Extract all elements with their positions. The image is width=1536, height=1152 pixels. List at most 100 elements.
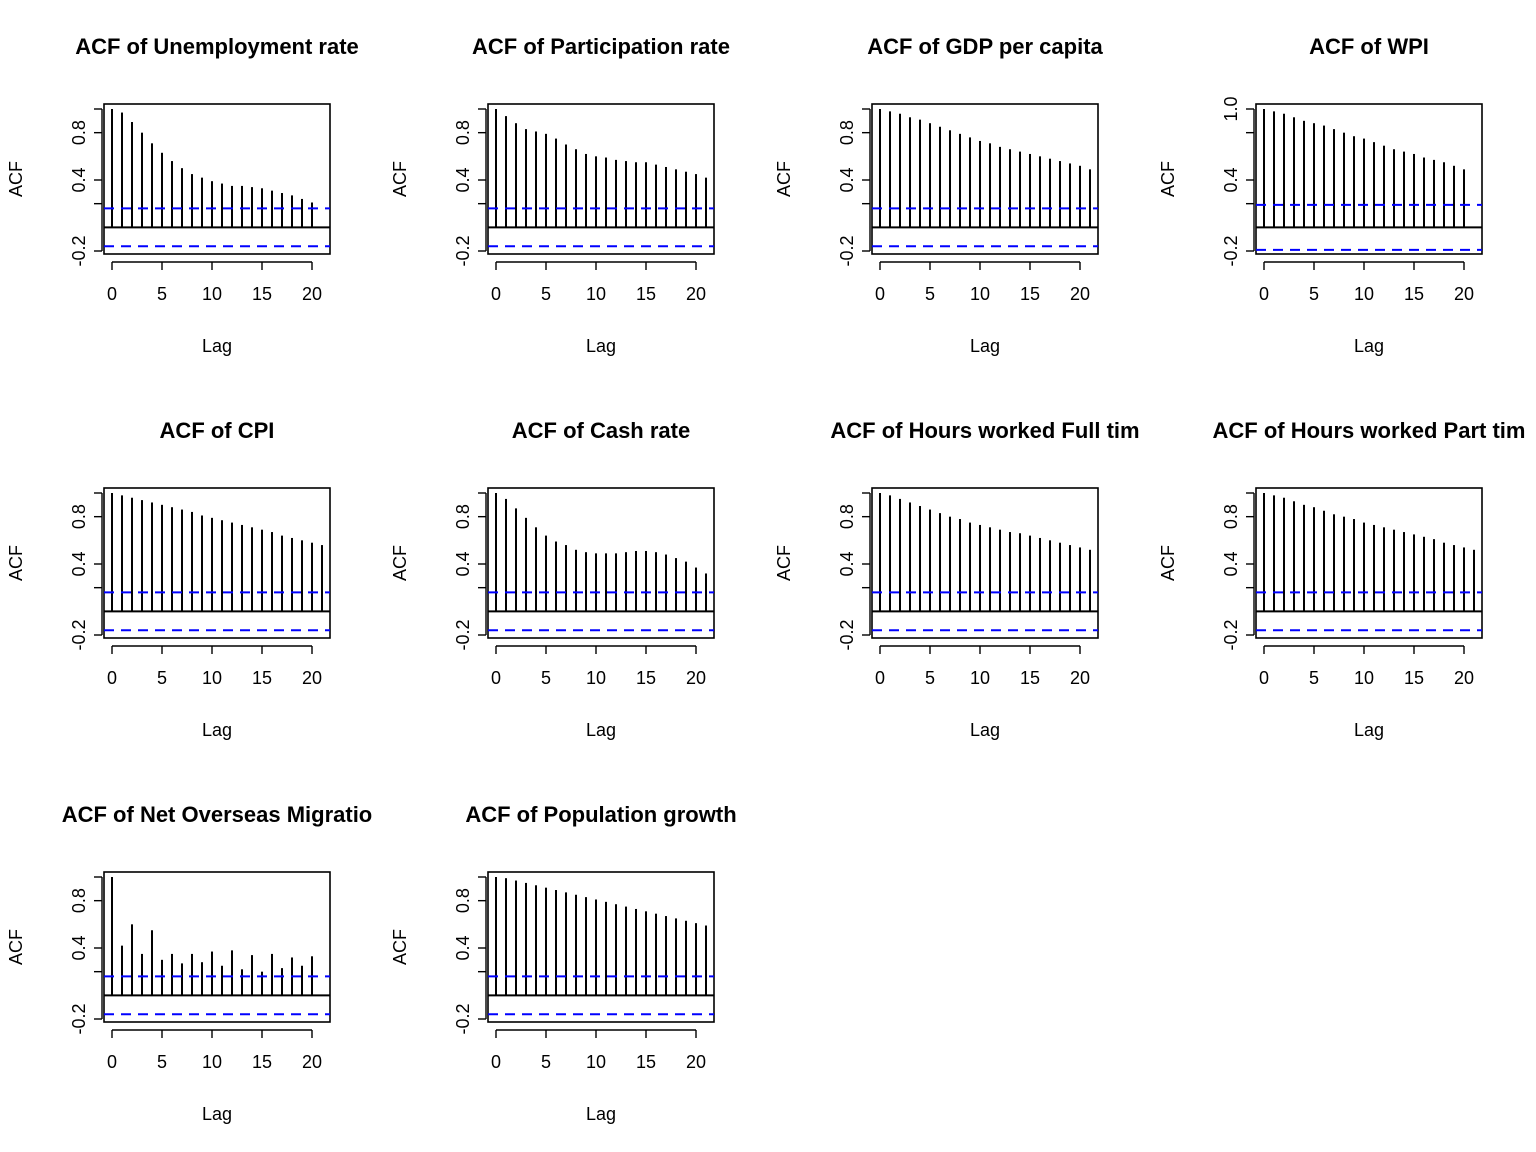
plot-frame xyxy=(103,871,331,1023)
x-axis-label: Lag xyxy=(1354,336,1384,356)
x-tick-label: 15 xyxy=(1404,668,1424,688)
x-tick-label: 0 xyxy=(107,668,117,688)
x-tick-label: 15 xyxy=(1020,668,1040,688)
y-tick-label: -0.2 xyxy=(453,235,473,266)
chart-title: ACF of Hours worked Part tim xyxy=(1213,418,1526,443)
x-tick-label: 20 xyxy=(302,284,322,304)
acf-panel: ACF of Participation rate -0.2 0.4 0.8 0 5 10 1… xyxy=(390,34,730,356)
plot-frame xyxy=(487,487,715,639)
x-tick-label: 20 xyxy=(302,1052,322,1072)
acf-panel: ACF of Hours worked Part tim -0.2 0.4 0.8 0 5… xyxy=(1158,418,1525,740)
x-axis-label: Lag xyxy=(586,720,616,740)
y-tick-label: 0.8 xyxy=(69,504,89,529)
y-axis-label: ACF xyxy=(774,545,794,581)
y-tick-label: -0.2 xyxy=(1221,619,1241,650)
x-tick-label: 0 xyxy=(875,668,885,688)
y-tick-label: 0.8 xyxy=(69,120,89,145)
x-tick-label: 10 xyxy=(586,1052,606,1072)
y-axis-label: ACF xyxy=(774,161,794,197)
plot-frame xyxy=(871,103,1099,255)
y-tick-label: 0.4 xyxy=(69,167,89,192)
x-axis-label: Lag xyxy=(970,336,1000,356)
y-tick-label: -0.2 xyxy=(1221,235,1241,266)
acf-panel: ACF of Hours worked Full tim -0.2 0.4 0.8 0 5… xyxy=(774,418,1140,740)
x-tick-label: 10 xyxy=(970,668,990,688)
x-tick-label: 10 xyxy=(586,668,606,688)
y-axis-label: ACF xyxy=(6,929,26,965)
x-tick-label: 5 xyxy=(541,284,551,304)
x-tick-label: 20 xyxy=(1070,668,1090,688)
acf-panel: ACF of Unemployment rate -0.2 0.4 0.8 0 5 10 15… xyxy=(6,34,359,356)
y-tick-label: -0.2 xyxy=(837,235,857,266)
chart-title: ACF of Hours worked Full tim xyxy=(830,418,1139,443)
x-tick-label: 5 xyxy=(541,1052,551,1072)
x-tick-label: 15 xyxy=(252,1052,272,1072)
x-tick-label: 5 xyxy=(925,284,935,304)
y-tick-label: 0.4 xyxy=(453,167,473,192)
x-tick-label: 20 xyxy=(1070,284,1090,304)
acf-panel: ACF of Population growth -0.2 0.4 0.8 0 5 10 15… xyxy=(390,802,737,1124)
x-axis-label: Lag xyxy=(970,720,1000,740)
y-tick-label: 0.4 xyxy=(453,935,473,960)
x-tick-label: 15 xyxy=(636,668,656,688)
chart-title: ACF of Cash rate xyxy=(512,418,690,443)
y-axis-label: ACF xyxy=(390,161,410,197)
x-tick-label: 20 xyxy=(686,284,706,304)
x-tick-label: 10 xyxy=(970,284,990,304)
x-tick-label: 20 xyxy=(686,1052,706,1072)
x-axis-label: Lag xyxy=(202,720,232,740)
x-tick-label: 0 xyxy=(491,284,501,304)
x-tick-label: 0 xyxy=(107,284,117,304)
y-tick-label: 0.4 xyxy=(1221,551,1241,576)
x-axis-label: Lag xyxy=(586,336,616,356)
x-tick-label: 0 xyxy=(1259,668,1269,688)
x-tick-label: 0 xyxy=(1259,284,1269,304)
x-tick-label: 15 xyxy=(252,284,272,304)
x-tick-label: 10 xyxy=(202,284,222,304)
x-tick-label: 10 xyxy=(1354,284,1374,304)
y-tick-label: 0.8 xyxy=(837,120,857,145)
x-tick-label: 10 xyxy=(1354,668,1374,688)
y-tick-label: -0.2 xyxy=(69,1003,89,1034)
y-tick-label: -0.2 xyxy=(837,619,857,650)
y-tick-label: 0.4 xyxy=(837,551,857,576)
x-tick-label: 5 xyxy=(157,284,167,304)
x-tick-label: 0 xyxy=(875,284,885,304)
plot-frame xyxy=(487,871,715,1023)
chart-title: ACF of Participation rate xyxy=(472,34,730,59)
x-tick-label: 5 xyxy=(541,668,551,688)
y-tick-label: 0.8 xyxy=(837,504,857,529)
y-tick-label: -0.2 xyxy=(453,1003,473,1034)
x-tick-label: 5 xyxy=(157,1052,167,1072)
y-tick-label: 0.4 xyxy=(69,935,89,960)
x-axis-label: Lag xyxy=(202,336,232,356)
x-tick-label: 15 xyxy=(636,284,656,304)
plot-frame xyxy=(1255,487,1483,639)
x-tick-label: 0 xyxy=(491,668,501,688)
y-axis-label: ACF xyxy=(1158,161,1178,197)
y-tick-label: -0.2 xyxy=(453,619,473,650)
y-tick-label: 0.4 xyxy=(69,551,89,576)
plot-frame xyxy=(871,487,1099,639)
x-tick-label: 20 xyxy=(302,668,322,688)
x-tick-label: 15 xyxy=(252,668,272,688)
y-tick-label: 0.8 xyxy=(1221,504,1241,529)
y-axis-label: ACF xyxy=(390,545,410,581)
y-tick-label: 0.4 xyxy=(837,167,857,192)
x-tick-label: 5 xyxy=(157,668,167,688)
x-tick-label: 5 xyxy=(1309,284,1319,304)
plot-frame xyxy=(487,103,715,255)
y-tick-label: 1.0 xyxy=(1221,96,1241,121)
y-tick-label: 0.8 xyxy=(453,504,473,529)
x-axis-label: Lag xyxy=(202,1104,232,1124)
chart-title: ACF of GDP per capita xyxy=(867,34,1103,59)
chart-title: ACF of Unemployment rate xyxy=(75,34,359,59)
y-tick-label: -0.2 xyxy=(69,619,89,650)
chart-title: ACF of Population growth xyxy=(465,802,736,827)
plot-frame xyxy=(103,103,331,255)
x-tick-label: 20 xyxy=(1454,284,1474,304)
chart-title: ACF of Net Overseas Migratio xyxy=(62,802,373,827)
x-tick-label: 20 xyxy=(686,668,706,688)
plot-frame xyxy=(103,487,331,639)
plot-frame xyxy=(1255,103,1483,255)
